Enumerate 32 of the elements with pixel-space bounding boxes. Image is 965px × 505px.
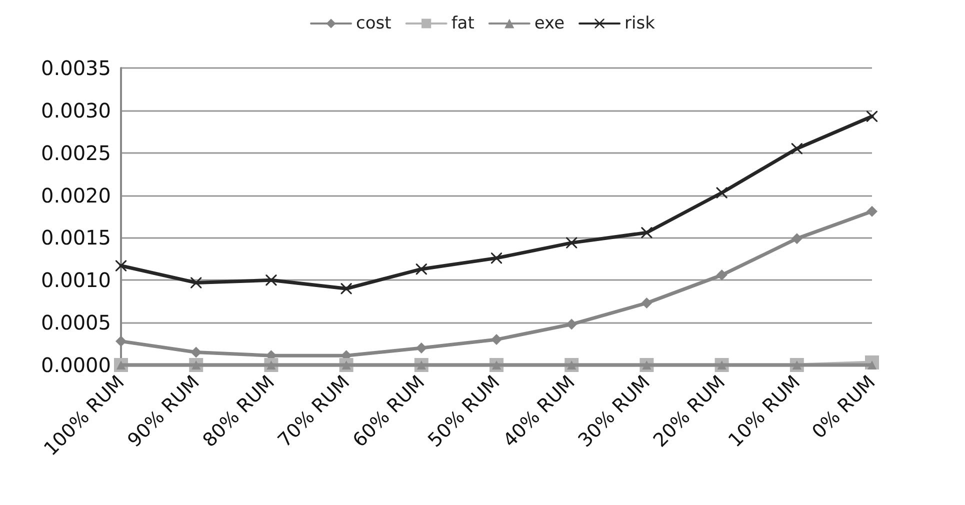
point (866, 206, 878, 217)
y-tick-label: 0.0035 (41, 56, 111, 80)
legend-label: exe (534, 14, 565, 34)
point (190, 277, 202, 288)
point (416, 342, 427, 354)
y-tick-label: 0.0030 (41, 98, 111, 122)
y-tick-label: 0.0005 (41, 310, 111, 335)
point (641, 227, 652, 238)
point (266, 274, 277, 286)
point (190, 346, 202, 358)
y-tick-label: 0.0000 (41, 353, 111, 377)
point (791, 143, 802, 154)
point (416, 264, 427, 275)
point (641, 298, 652, 309)
point (116, 336, 126, 347)
point (491, 252, 502, 264)
point (716, 187, 728, 198)
point (340, 283, 352, 294)
point (116, 260, 126, 272)
legend-label: risk (624, 14, 656, 34)
y-tick-label: 0.0015 (41, 226, 111, 250)
point (791, 233, 802, 244)
y-tick-label: 0.0010 (41, 268, 111, 292)
point (866, 110, 878, 122)
point (491, 334, 502, 346)
legend-label: fat (451, 14, 475, 34)
legend-label: cost (356, 14, 392, 34)
point (566, 237, 578, 248)
point (716, 270, 728, 281)
y-tick-label: 0.0020 (41, 183, 111, 208)
point (566, 318, 578, 330)
y-tick-label: 0.0025 (41, 140, 111, 165)
